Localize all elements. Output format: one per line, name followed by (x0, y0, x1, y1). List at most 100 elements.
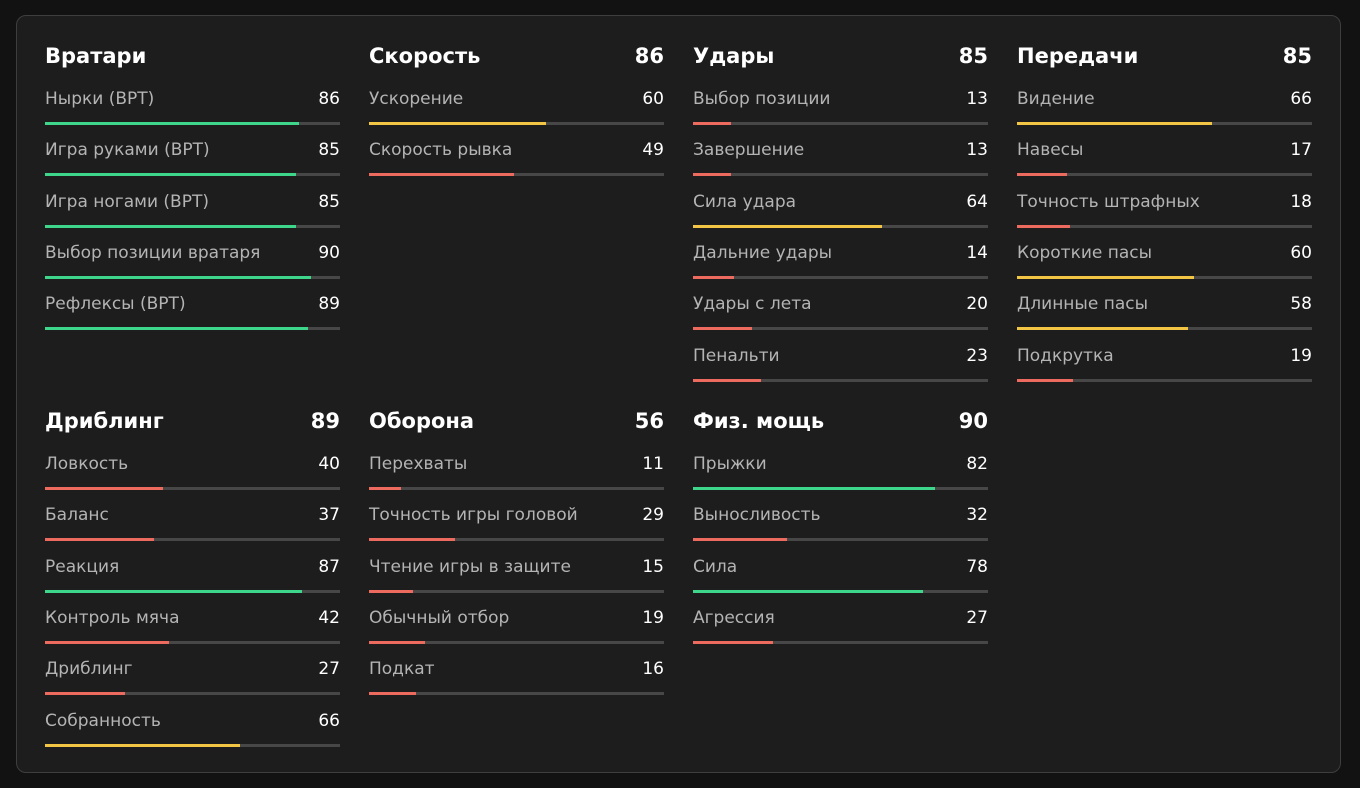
stat-label: Реакция (45, 556, 120, 577)
stat-bar (1017, 327, 1189, 331)
group-score: 90 (958, 409, 988, 433)
stat-label: Ускорение (369, 89, 464, 109)
stat-value: 13 (966, 89, 988, 109)
stat-bar (693, 487, 935, 490)
stat-label: Подкат (369, 659, 435, 680)
group-title: Физ. мощь (693, 409, 825, 433)
stat-label: Завершение (693, 140, 805, 161)
stat-value: 66 (1290, 89, 1312, 109)
group-title: Оборона (369, 409, 475, 433)
stat-track (693, 378, 988, 382)
group-score: 85 (958, 44, 988, 68)
stat-bar (1017, 275, 1194, 279)
stat-bar (369, 173, 514, 177)
stat-label: Сила (693, 556, 738, 577)
stat-value: 23 (966, 345, 988, 366)
stat-value: 40 (318, 454, 340, 474)
stat-value: 58 (1290, 294, 1312, 315)
stat-bar (693, 173, 732, 177)
stat-label: Прыжки (693, 454, 767, 474)
stat-value: 17 (1290, 140, 1312, 161)
stat-value: 89 (318, 294, 340, 315)
stat-label: Нырки (ВРТ) (45, 89, 155, 109)
stat-label: Ловкость (45, 454, 129, 474)
stat-bar (693, 378, 761, 382)
stat-value: 20 (966, 294, 988, 315)
stat-value: 87 (318, 556, 340, 577)
stat-value: 15 (642, 556, 664, 577)
stat-value: 90 (318, 242, 340, 263)
group-title: Дриблинг (45, 409, 164, 433)
group-title: Удары (693, 44, 775, 68)
stat-label: Точность штрафных (1017, 191, 1200, 212)
stat-bar (45, 589, 302, 593)
stat-value: 42 (318, 607, 340, 628)
stat-value: 19 (642, 607, 664, 628)
stat-value: 49 (642, 140, 664, 161)
stat-value: 64 (966, 191, 988, 212)
stat-label: Выбор позиции (693, 89, 831, 109)
stat-value: 85 (318, 140, 340, 161)
stat-label: Сила удара (693, 191, 797, 212)
group-title: Вратари (45, 44, 147, 68)
stat-label: Собранность (45, 710, 161, 731)
stat-bar (369, 122, 546, 125)
stat-value: 60 (642, 89, 664, 109)
stat-bar (45, 487, 163, 490)
stat-label: Контроль мяча (45, 607, 180, 628)
group-score: 86 (634, 44, 664, 68)
stat-track (369, 692, 664, 696)
stat-bar (1017, 173, 1068, 177)
stat-bar (369, 640, 426, 644)
stat-bar (45, 743, 240, 747)
stat-label: Выносливость (693, 505, 821, 526)
stat-bar (693, 224, 882, 228)
stat-value: 82 (966, 454, 988, 474)
stat-bar (1017, 122, 1212, 125)
stat-label: Подкрутка (1017, 345, 1114, 366)
stat-label: Перехваты (369, 454, 468, 474)
stat-value: 66 (318, 710, 340, 731)
stat-value: 32 (966, 505, 988, 526)
group-score: 85 (1282, 44, 1312, 68)
stat-bar (45, 173, 296, 177)
stat-track (693, 173, 988, 177)
stat-track (693, 275, 988, 279)
stat-bar (1017, 378, 1074, 382)
stat-track (369, 173, 664, 177)
stat-label: Дриблинг (45, 659, 133, 680)
stat-value: 27 (966, 607, 988, 628)
stat-bar (45, 327, 308, 331)
stat-bar (369, 589, 414, 593)
group-title: Скорость (369, 44, 481, 68)
stat-bar (369, 692, 417, 696)
stat-value: 13 (966, 140, 988, 161)
stat-track (1017, 224, 1312, 228)
stat-value: 60 (1290, 242, 1312, 263)
stat-track (369, 487, 664, 490)
group-title: Передачи (1017, 44, 1139, 68)
stat-bar (693, 327, 752, 331)
stat-track (369, 589, 664, 593)
stat-value: 37 (318, 505, 340, 526)
stat-bar (369, 487, 402, 490)
stat-label: Дальние удары (693, 242, 833, 263)
stat-bar (369, 538, 455, 542)
stat-bar (693, 640, 773, 644)
stat-track (693, 327, 988, 331)
stat-track (369, 538, 664, 542)
stat-label: Точность игры головой (369, 505, 578, 526)
stat-bar (45, 692, 125, 696)
stat-value: 19 (1290, 345, 1312, 366)
stat-label: Скорость рывка (369, 140, 513, 161)
group-score: 89 (310, 409, 340, 433)
stat-bar (1017, 224, 1071, 228)
stat-value: 86 (318, 89, 340, 109)
stat-label: Игра руками (ВРТ) (45, 140, 210, 161)
stat-track (1017, 378, 1312, 382)
stat-track (693, 640, 988, 644)
stat-track (45, 692, 340, 696)
stat-value: 16 (642, 659, 664, 680)
stat-track (45, 487, 340, 490)
